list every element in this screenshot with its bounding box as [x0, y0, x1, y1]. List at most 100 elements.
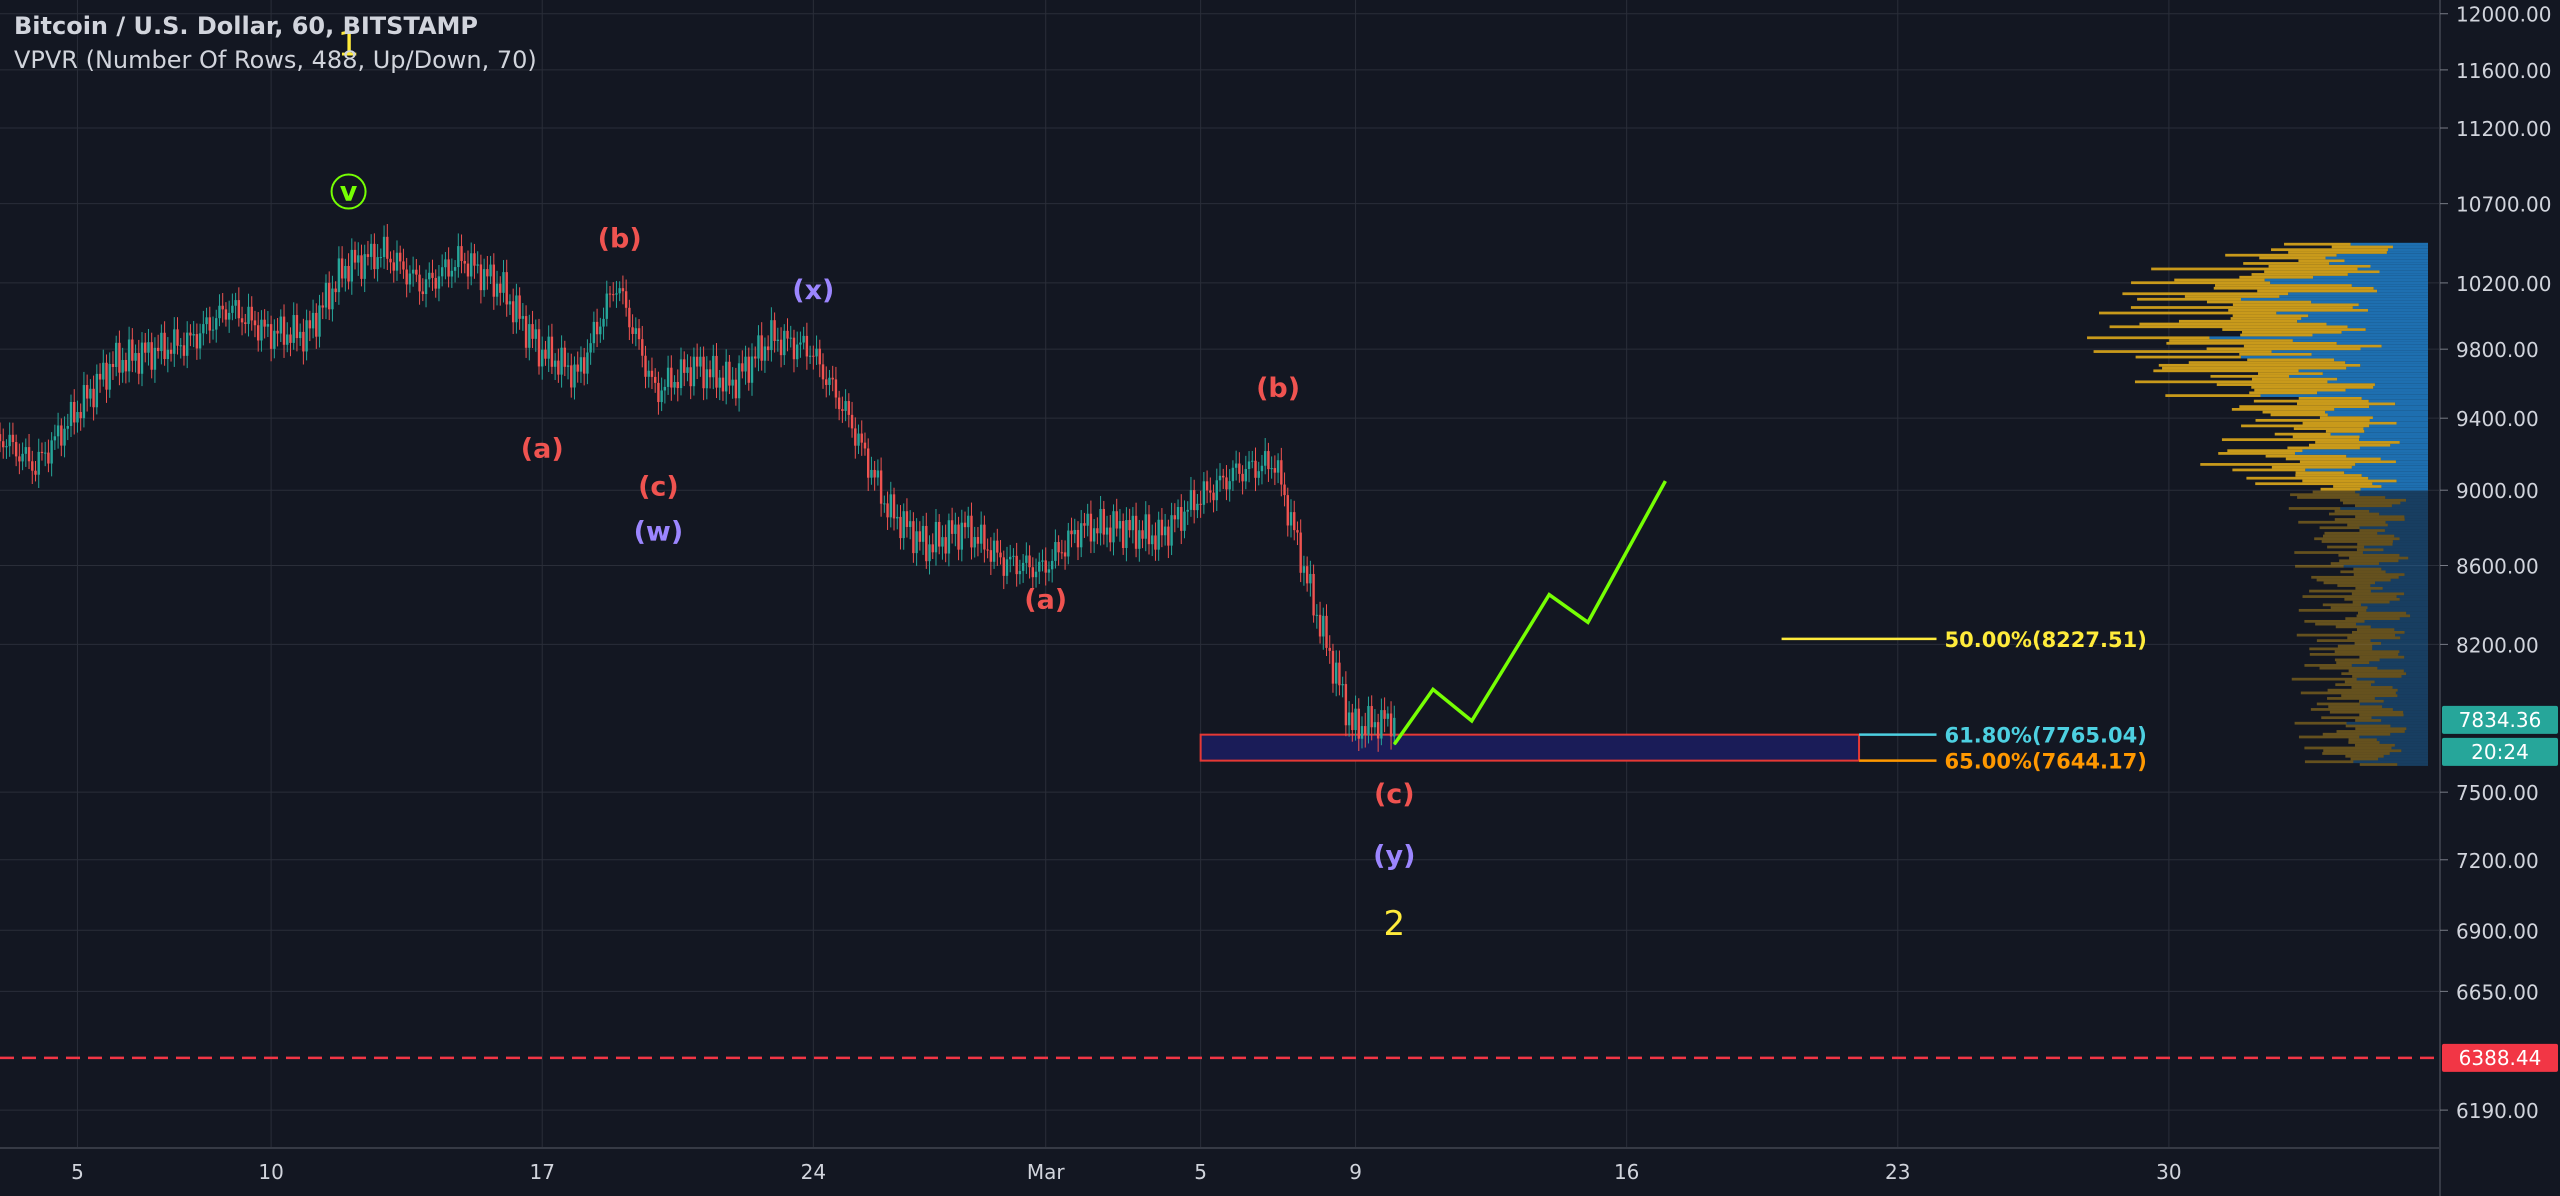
- vpvr-bar-down: [2232, 314, 2309, 318]
- vpvr-bar-down: [2131, 281, 2271, 285]
- vpvr-bar-down: [2291, 677, 2357, 681]
- vpvr-bar-up: [2398, 559, 2428, 563]
- candle-body: [85, 385, 89, 399]
- candle-body: [786, 330, 789, 339]
- candle-body: [366, 254, 370, 257]
- vpvr-bar-up: [2406, 498, 2428, 502]
- vpvr-indicator-label[interactable]: VPVR (Number Of Rows, 488, Up/Down, 70): [14, 46, 537, 74]
- candle-body: [276, 330, 279, 334]
- vpvr-bar-down: [2341, 694, 2398, 698]
- candle-body: [986, 549, 989, 551]
- candle-body: [996, 540, 999, 553]
- candle-body: [344, 265, 347, 279]
- candle-body: [114, 342, 118, 367]
- candle-body: [528, 324, 531, 348]
- candle-body: [770, 320, 773, 351]
- vpvr-bar-down: [2285, 457, 2381, 461]
- candle-body: [973, 537, 976, 548]
- vpvr-bar-down: [2359, 763, 2398, 766]
- vpvr-bar-up: [2330, 432, 2428, 436]
- vpvr-bar-up: [2401, 749, 2428, 753]
- candle-body: [1273, 468, 1277, 473]
- time-tick-label: 9: [1349, 1160, 1362, 1184]
- vpvr-bar-up: [2355, 622, 2428, 626]
- candle-body: [124, 359, 128, 372]
- vpvr-bar-down: [2184, 295, 2280, 298]
- vpvr-bar-up: [2288, 292, 2428, 296]
- candle-body: [728, 361, 731, 386]
- candle-body: [263, 319, 266, 327]
- price-tick-label: 10700.00: [2456, 193, 2551, 217]
- candle-body: [1176, 506, 1180, 520]
- candle-body: [318, 305, 321, 337]
- vpvr-bar-down: [2251, 377, 2338, 381]
- candle-body: [140, 342, 144, 374]
- candle-body: [547, 336, 550, 359]
- candle-body: [899, 516, 902, 539]
- candle-body: [1205, 481, 1209, 491]
- price-tick-label: 6190.00: [2456, 1099, 2539, 1123]
- vpvr-bar-down: [2109, 325, 2348, 329]
- vpvr-bar-up: [2356, 677, 2428, 681]
- candle-body: [2, 441, 5, 448]
- vpvr-bar-up: [2370, 584, 2428, 587]
- vpvr-bar-up: [2410, 614, 2428, 618]
- vpvr-bar-up: [2395, 460, 2428, 464]
- vpvr-bar-down: [2352, 675, 2402, 678]
- candle-body: [292, 315, 295, 343]
- candle-body: [686, 367, 689, 373]
- candle-body: [1228, 481, 1231, 490]
- candle-body: [634, 328, 638, 334]
- vpvr-bar-up: [2397, 694, 2428, 698]
- candle-body: [473, 253, 476, 266]
- vpvr-bar-up: [2383, 699, 2428, 703]
- candle-body: [1351, 712, 1354, 731]
- candle-body: [1244, 468, 1248, 482]
- candle-body: [489, 264, 492, 277]
- candle-body: [282, 316, 286, 345]
- vpvr-bar-down: [2292, 435, 2360, 439]
- candle-body: [386, 236, 389, 259]
- vpvr-bar-up: [2378, 562, 2428, 565]
- vpvr-bar-down: [2302, 479, 2397, 483]
- vpvr-bar-up: [2337, 377, 2428, 381]
- vpvr-bar-down: [2265, 454, 2347, 458]
- candle-body: [447, 259, 450, 277]
- candle-body: [889, 494, 892, 518]
- vpvr-bar-down: [2153, 369, 2299, 373]
- candle-body: [1076, 529, 1080, 548]
- vpvr-bar-up: [2385, 520, 2428, 524]
- candle-body: [479, 264, 483, 291]
- wave-label: (y): [1373, 840, 1415, 871]
- vpvr-bar-up: [2404, 655, 2428, 659]
- vpvr-bar-up: [2389, 752, 2428, 755]
- vpvr-bar-down: [2345, 754, 2384, 758]
- vpvr-bar-down: [2087, 336, 2210, 340]
- vpvr-bar-up: [2347, 325, 2428, 329]
- candle-body: [1173, 515, 1177, 520]
- vpvr-bar-down: [2340, 498, 2407, 502]
- vpvr-bar-down: [2319, 526, 2360, 530]
- wave-label: (x): [792, 275, 834, 306]
- vpvr-bar-up: [2395, 633, 2428, 637]
- candle-body: [169, 349, 173, 354]
- vpvr-bar-down: [2288, 251, 2387, 254]
- candle-body: [1063, 552, 1067, 557]
- candle-body: [176, 329, 179, 346]
- vpvr-bar-down: [2295, 474, 2362, 477]
- vpvr-bar-up: [2289, 374, 2428, 378]
- candle-body: [1222, 475, 1225, 478]
- vpvr-bar-up: [2392, 540, 2428, 543]
- candle-body: [379, 257, 383, 259]
- vpvr-bar-up: [2379, 658, 2428, 662]
- vpvr-bar-down: [2134, 380, 2328, 384]
- symbol-title[interactable]: Bitcoin / U.S. Dollar, 60, BITSTAMP: [14, 12, 479, 40]
- candle-body: [1383, 710, 1386, 719]
- vpvr-bar-up: [2367, 606, 2428, 609]
- vpvr-bar-down: [2099, 311, 2277, 315]
- vpvr-bar-up: [2400, 636, 2428, 640]
- vpvr-bar-up: [2384, 529, 2428, 532]
- vpvr-bar-up: [2317, 391, 2428, 395]
- vpvr-bar-up: [2359, 702, 2428, 706]
